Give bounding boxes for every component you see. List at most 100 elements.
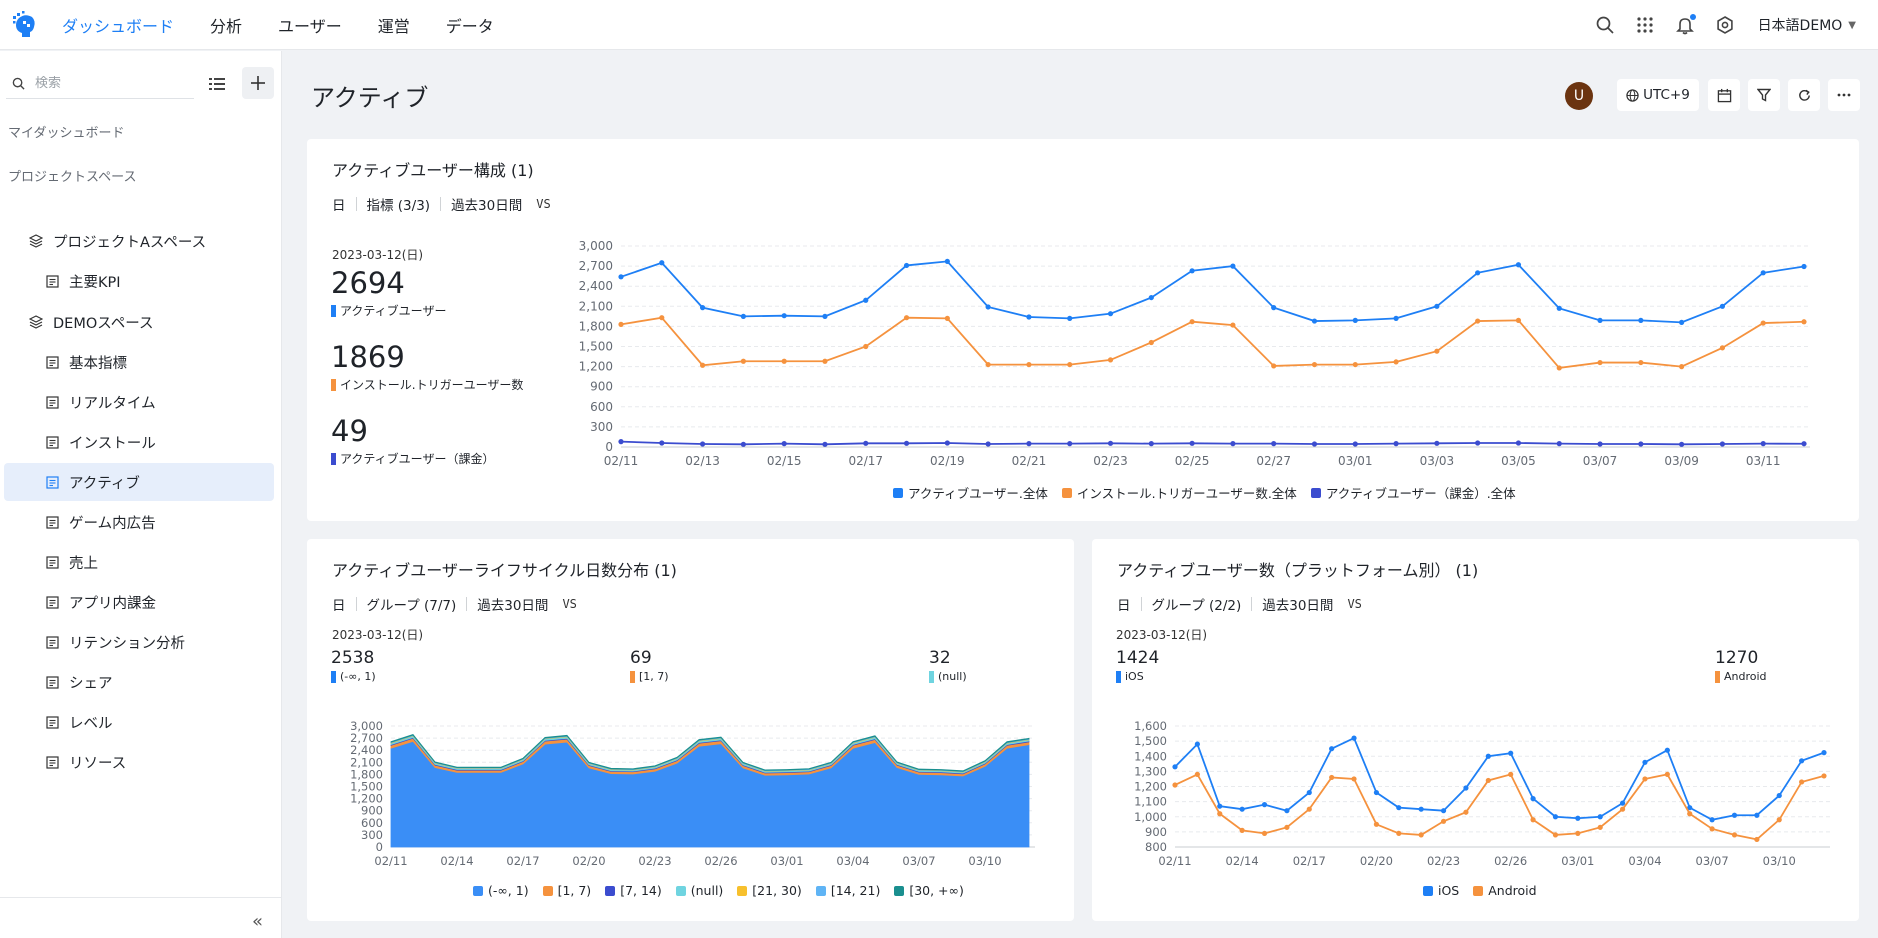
data-point[interactable] [863,440,869,446]
filter-button[interactable] [1748,79,1780,111]
data-point[interactable] [659,260,665,266]
data-point[interactable] [1107,440,1114,446]
data-point[interactable] [1271,363,1277,369]
nav-dashboard[interactable]: ダッシュボード [62,16,175,36]
data-point[interactable] [1434,440,1440,446]
data-point[interactable] [1821,773,1827,779]
data-point[interactable] [1679,441,1685,447]
data-point[interactable] [1067,361,1073,368]
legend-item[interactable]: [30, +∞) [894,883,964,898]
granularity-filter[interactable]: 日 [332,598,346,614]
refresh-button[interactable] [1788,79,1820,111]
group-filter[interactable]: グループ (2/2) [1151,598,1242,614]
data-point[interactable] [944,258,950,265]
data-point[interactable] [1271,305,1277,311]
data-point[interactable] [1619,806,1626,812]
data-point[interactable] [1396,830,1402,836]
data-point[interactable] [1463,809,1469,815]
data-point[interactable] [985,304,991,310]
sidebar-item[interactable]: リアルタイム [4,383,274,421]
data-point[interactable] [903,315,910,321]
legend-item[interactable]: アクティブユーザー.全体 [893,483,1048,502]
data-point[interactable] [1642,759,1648,765]
data-point[interactable] [1271,441,1277,447]
data-point[interactable] [1508,750,1514,756]
data-point[interactable] [618,321,624,327]
data-point[interactable] [740,441,746,447]
data-point[interactable] [1508,771,1514,777]
data-point[interactable] [1475,270,1481,276]
data-point[interactable] [1217,803,1223,809]
data-point[interactable] [1664,747,1670,753]
data-point[interactable] [740,358,746,364]
data-point[interactable] [1194,771,1200,777]
data-point[interactable] [985,361,991,368]
sidebar-item[interactable]: インストール [4,423,274,461]
data-point[interactable] [1284,808,1290,814]
nav-analysis[interactable]: 分析 [210,16,243,36]
data-point[interactable] [1575,815,1581,821]
data-point[interactable] [1679,364,1685,370]
group-filter[interactable]: グループ (7/7) [366,598,457,614]
data-point[interactable] [1485,777,1491,784]
data-point[interactable] [1393,441,1399,447]
collapse-sidebar-icon[interactable]: « [251,911,263,932]
data-point[interactable] [1638,359,1644,366]
sidebar-item[interactable]: レベル [4,703,274,741]
data-point[interactable] [1172,764,1178,770]
data-point[interactable] [1067,315,1073,321]
sidebar-item[interactable]: ゲーム内広告 [4,503,274,541]
data-point[interactable] [1172,782,1178,788]
data-point[interactable] [740,313,746,319]
data-point[interactable] [618,439,624,445]
data-point[interactable] [1373,789,1380,796]
data-point[interactable] [822,313,828,319]
data-point[interactable] [1148,294,1154,301]
data-point[interactable] [1619,800,1626,806]
data-point[interactable] [944,315,950,321]
search-icon[interactable] [1594,14,1616,36]
series-line[interactable] [1174,773,1825,841]
compare-toggle[interactable]: VS [1347,597,1362,611]
data-point[interactable] [659,440,665,446]
data-point[interactable] [1261,802,1268,808]
data-point[interactable] [1776,792,1782,799]
data-point[interactable] [1306,789,1312,796]
data-point[interactable] [1284,824,1290,830]
sidebar-item[interactable]: 基本指標 [4,343,274,381]
data-point[interactable] [1239,806,1245,812]
data-point[interactable] [699,305,706,311]
data-point[interactable] [1597,824,1603,830]
data-point[interactable] [1760,441,1766,447]
apps-grid-icon[interactable] [1634,14,1656,36]
data-point[interactable] [1067,441,1073,447]
data-point[interactable] [1638,317,1644,323]
data-point[interactable] [822,358,828,364]
data-point[interactable] [1709,826,1715,832]
data-point[interactable] [1189,440,1195,446]
data-point[interactable] [903,440,910,446]
data-point[interactable] [1373,821,1380,827]
data-point[interactable] [1664,771,1670,777]
nav-operations[interactable]: 運営 [377,16,410,36]
data-point[interactable] [1575,830,1581,836]
data-point[interactable] [1239,827,1245,833]
data-point[interactable] [1801,319,1807,325]
data-point[interactable] [1329,774,1335,781]
date-range-filter[interactable]: 過去30日間 [477,598,549,614]
series-line[interactable] [1174,736,1825,821]
legend-item[interactable]: iOS [1423,883,1459,898]
data-point[interactable] [903,262,910,269]
data-point[interactable] [1107,311,1114,317]
data-point[interactable] [1026,361,1032,368]
add-dashboard-button[interactable] [242,67,274,99]
data-point[interactable] [1352,317,1358,323]
data-point[interactable] [1687,811,1693,817]
legend-item[interactable]: [7, 14) [605,883,662,898]
sidebar-item[interactable]: アプリ内課金 [4,583,274,621]
data-point[interactable] [659,315,665,321]
date-range-filter[interactable]: 過去30日間 [1262,598,1334,614]
data-point[interactable] [1597,814,1603,820]
data-point[interactable] [863,297,869,303]
data-point[interactable] [1189,319,1195,325]
